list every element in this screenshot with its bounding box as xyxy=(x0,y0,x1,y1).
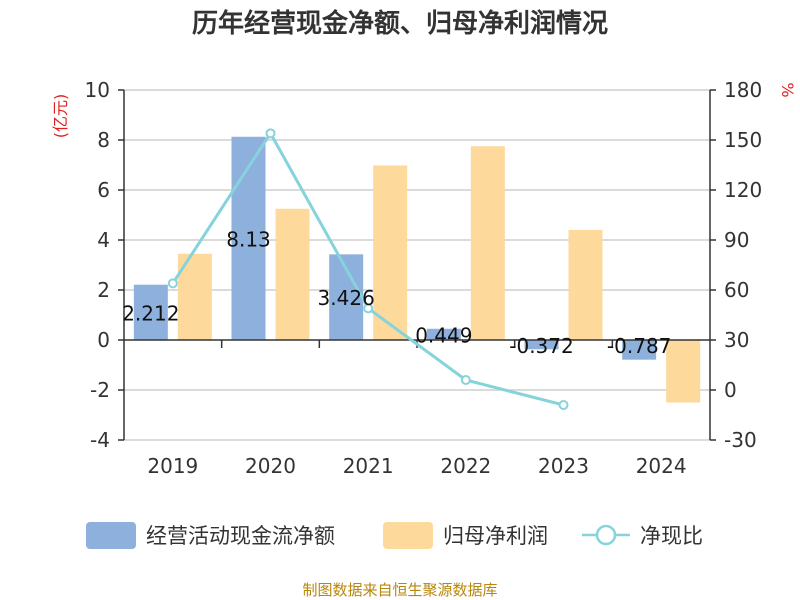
category-label: 2022 xyxy=(440,454,491,478)
cash-flow-data-label: 3.426 xyxy=(318,286,375,310)
left-tick-label: 4 xyxy=(97,228,110,252)
legend-marker-ratio xyxy=(595,524,617,546)
net-profit-bar xyxy=(568,230,603,340)
category-label: 2019 xyxy=(147,454,198,478)
category-label: 2023 xyxy=(538,454,589,478)
legend-label-net-profit: 归母净利润 xyxy=(443,524,548,548)
legend-swatch-net-profit xyxy=(383,522,433,549)
right-tick-label: 180 xyxy=(724,78,762,102)
legend-swatch-cash-flow xyxy=(86,522,136,549)
right-tick-label: 0 xyxy=(724,378,737,402)
net-profit-bar xyxy=(666,340,701,403)
net-profit-bar xyxy=(373,165,408,340)
ratio-point xyxy=(363,303,374,314)
ratio-point xyxy=(265,128,276,139)
cash-flow-data-label: 8.13 xyxy=(226,227,271,251)
legend-label-cash-flow: 经营活动现金流净额 xyxy=(146,524,335,548)
left-tick-label: 6 xyxy=(97,178,110,202)
right-axis-unit: % xyxy=(778,82,797,97)
cash-flow-bar xyxy=(231,136,266,340)
right-tick-label: 60 xyxy=(724,278,749,302)
right-tick-label: 150 xyxy=(724,128,762,152)
legend: 经营活动现金流净额 归母净利润 净现比 xyxy=(86,522,703,549)
right-tick-label: 90 xyxy=(724,228,749,252)
left-tick-label: -4 xyxy=(90,428,110,452)
category-label: 2024 xyxy=(636,454,687,478)
data-labels: 2.212 8.13 3.426 0.449 -0.372 -0.787 xyxy=(122,227,671,358)
chart-title: 历年经营现金净额、归母净利润情况 xyxy=(192,8,608,39)
category-label: 2020 xyxy=(245,454,296,478)
tick-labels: -4 -2 0 2 4 6 8 10 -30 0 30 60 90 120 150 180 2019 2020 20… xyxy=(85,78,763,478)
ratio-line xyxy=(171,130,564,407)
right-tick-label: 120 xyxy=(724,178,762,202)
ratio-point xyxy=(460,375,471,385)
cash-flow-bar xyxy=(133,284,168,340)
left-tick-label: -2 xyxy=(90,378,110,402)
right-tick-label: -30 xyxy=(724,428,757,452)
legend-label-ratio: 净现比 xyxy=(640,524,703,548)
category-label: 2021 xyxy=(343,454,394,478)
axes xyxy=(118,89,716,441)
bar-series xyxy=(133,136,701,403)
cash-flow-bar xyxy=(622,340,657,360)
line-series xyxy=(167,128,569,410)
cash-flow-data-label: 0.449 xyxy=(415,323,472,347)
net-profit-bar xyxy=(275,208,310,340)
gridlines xyxy=(124,89,710,441)
right-tick-label: 30 xyxy=(724,328,749,352)
cash-flow-data-label: -0.372 xyxy=(509,334,573,358)
left-tick-label: 8 xyxy=(97,128,110,152)
cash-flow-data-label: 2.212 xyxy=(122,301,179,325)
cash-flow-bar xyxy=(524,340,559,350)
ratio-point xyxy=(558,400,569,410)
left-tick-label: 2 xyxy=(97,278,110,302)
left-axis-unit: (亿元) xyxy=(51,94,70,139)
cash-flow-data-label: -0.787 xyxy=(607,334,671,358)
left-tick-label: 0 xyxy=(97,328,110,352)
net-profit-bar xyxy=(470,146,505,340)
left-tick-label: 10 xyxy=(85,78,110,102)
data-source-note: 制图数据来自恒生聚源数据库 xyxy=(302,581,497,599)
cash-flow-bar xyxy=(426,328,461,340)
ratio-point xyxy=(167,278,178,289)
